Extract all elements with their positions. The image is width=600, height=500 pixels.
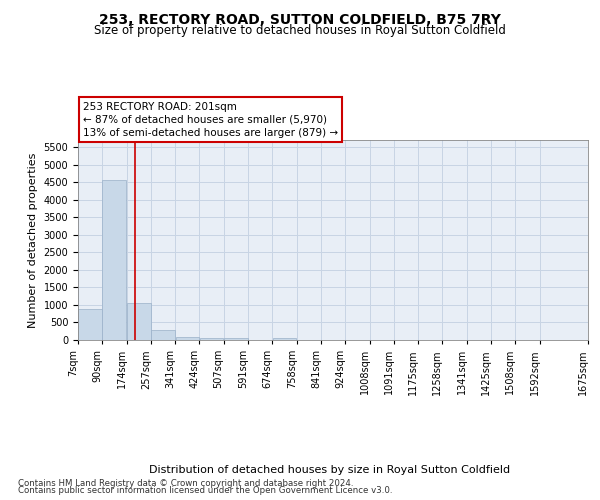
Y-axis label: Number of detached properties: Number of detached properties xyxy=(28,152,38,328)
Bar xyxy=(103,180,127,340)
Text: 253 RECTORY ROAD: 201sqm
← 87% of detached houses are smaller (5,970)
13% of sem: 253 RECTORY ROAD: 201sqm ← 87% of detach… xyxy=(83,102,338,138)
Bar xyxy=(200,338,223,340)
Text: Size of property relative to detached houses in Royal Sutton Coldfield: Size of property relative to detached ho… xyxy=(94,24,506,37)
Bar xyxy=(78,309,102,340)
Bar xyxy=(272,338,296,340)
Text: Contains public sector information licensed under the Open Government Licence v3: Contains public sector information licen… xyxy=(18,486,392,495)
Bar xyxy=(151,330,175,340)
Text: 253, RECTORY ROAD, SUTTON COLDFIELD, B75 7RY: 253, RECTORY ROAD, SUTTON COLDFIELD, B75… xyxy=(99,12,501,26)
Text: Contains HM Land Registry data © Crown copyright and database right 2024.: Contains HM Land Registry data © Crown c… xyxy=(18,478,353,488)
Bar xyxy=(224,338,248,340)
Bar xyxy=(127,303,151,340)
Bar xyxy=(176,337,199,340)
Text: Distribution of detached houses by size in Royal Sutton Coldfield: Distribution of detached houses by size … xyxy=(149,465,511,475)
